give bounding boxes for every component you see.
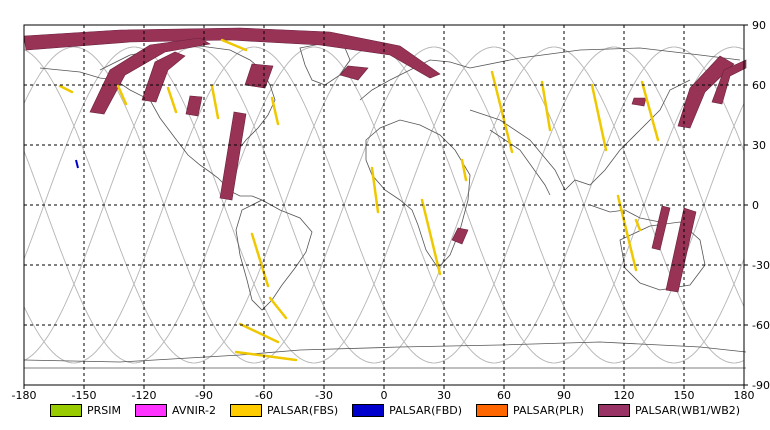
y-tick-label: 60	[752, 79, 766, 92]
grid-lines	[24, 25, 744, 385]
wb-swath-arctic-band3	[141, 51, 186, 103]
palsar-fbd-strip	[75, 159, 79, 169]
y-tick-label: -90	[752, 379, 770, 392]
wb-swath-hudson	[244, 63, 274, 89]
wb-swath-pacific1	[677, 55, 735, 129]
y-tick-label: 90	[752, 19, 766, 32]
x-tick-label: 90	[557, 389, 571, 402]
legend-label: PALSAR(FBD)	[389, 403, 463, 417]
x-tick-label: -30	[315, 389, 333, 402]
wb-swath-africa	[451, 227, 469, 245]
coastlines	[23, 43, 747, 369]
legend-item-avnir2: AVNIR-2	[135, 403, 216, 417]
palsar-wb-swaths	[23, 27, 747, 293]
y-axis: 90 60 30 0 -30 -60 -90	[744, 19, 770, 392]
x-tick-label: 120	[614, 389, 635, 402]
legend-swatch	[476, 403, 509, 417]
legend-label: AVNIR-2	[172, 403, 216, 417]
x-tick-label: -90	[195, 389, 213, 402]
legend-swatch	[352, 403, 385, 417]
x-tick-label: 180	[734, 389, 755, 402]
x-tick-label: -150	[72, 389, 97, 402]
wb-swath-canada	[185, 95, 203, 117]
y-tick-label: 30	[752, 139, 766, 152]
y-tick-label: 0	[752, 199, 759, 212]
legend-swatch	[597, 403, 630, 417]
x-tick-label: 150	[674, 389, 695, 402]
wb-swath-americas	[219, 111, 247, 201]
legend-item-palsar-fbd: PALSAR(FBD)	[352, 403, 463, 417]
legend-label: PALSAR(WB1/WB2)	[634, 403, 741, 417]
y-tick-label: -30	[752, 259, 770, 272]
x-tick-label: 60	[497, 389, 511, 402]
legend-swatch	[50, 403, 82, 417]
x-tick-label: 0	[381, 389, 388, 402]
wb-swath-png	[651, 205, 671, 251]
wb-swath-siberia1	[631, 97, 647, 107]
wb-swath-australia	[665, 207, 697, 293]
legend-swatch	[135, 403, 167, 417]
x-tick-label: -180	[12, 389, 37, 402]
wb-swath-pacific2	[711, 59, 747, 105]
x-tick-label: -120	[132, 389, 157, 402]
wb-swath-arctic-band2	[89, 37, 211, 115]
legend-item-palsar-wb: PALSAR(WB1/WB2)	[597, 403, 741, 417]
x-tick-label: 30	[437, 389, 451, 402]
legend-swatch	[229, 403, 262, 417]
legend-label: PALSAR(FBS)	[266, 403, 339, 417]
legend-item-palsar-fbs: PALSAR(FBS)	[229, 403, 339, 417]
wb-swath-greenland	[339, 65, 369, 81]
legend-item-prsim: PRSIM	[50, 403, 121, 417]
legend: PRSIM AVNIR-2 PALSAR(FBS) PALSAR(FBD) PA…	[50, 401, 754, 419]
legend-label: PALSAR(PLR)	[513, 403, 584, 417]
x-axis: -180 -150 -120 -90 -60 -30 0 30 60 90 120 150 180	[12, 385, 755, 402]
palsar-fbs-strips	[58, 38, 660, 362]
y-tick-label: -60	[752, 319, 770, 332]
wb-swath-arctic-arc	[23, 27, 441, 79]
legend-label: PRSIM	[87, 403, 121, 417]
legend-item-palsar-plr: PALSAR(PLR)	[476, 403, 584, 417]
x-tick-label: -60	[255, 389, 273, 402]
